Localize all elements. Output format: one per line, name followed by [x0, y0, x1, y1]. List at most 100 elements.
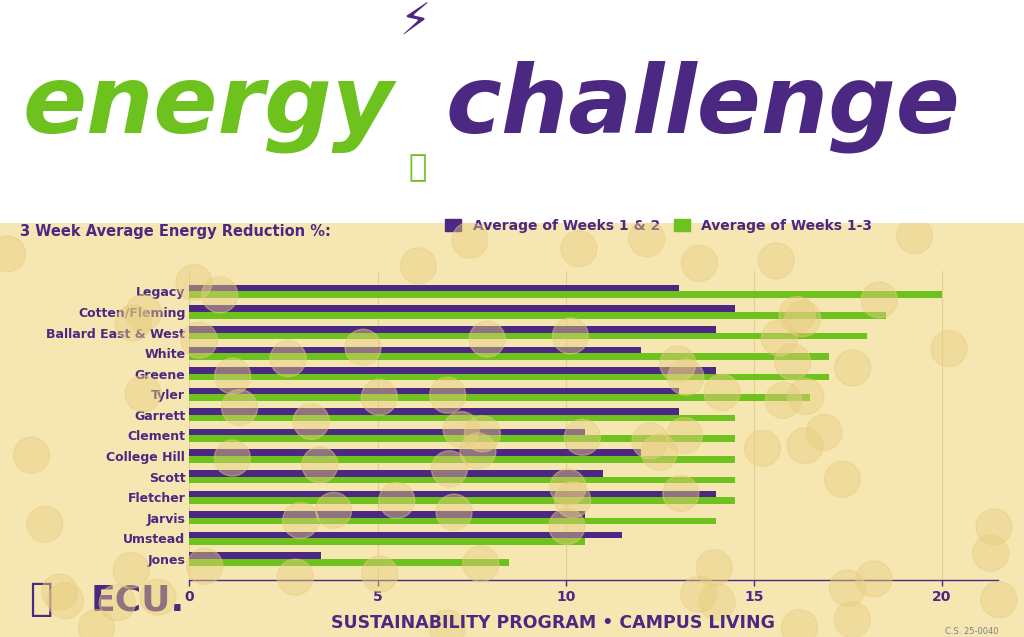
Circle shape — [436, 494, 472, 530]
Circle shape — [824, 461, 860, 497]
Bar — [189, 394, 810, 401]
Circle shape — [47, 583, 83, 619]
Circle shape — [759, 243, 795, 279]
Circle shape — [659, 346, 695, 382]
Bar — [189, 291, 942, 298]
Circle shape — [315, 492, 351, 528]
Circle shape — [430, 377, 466, 413]
Text: SUSTAINABILITY PROGRAM • CAMPUS LIVING: SUSTAINABILITY PROGRAM • CAMPUS LIVING — [331, 614, 775, 632]
Bar — [189, 333, 866, 339]
Circle shape — [835, 602, 870, 637]
Bar — [189, 429, 585, 436]
Bar — [189, 285, 679, 291]
Bar — [189, 367, 716, 374]
Bar — [189, 512, 585, 518]
Circle shape — [552, 318, 589, 354]
Text: ECU.: ECU. — [90, 583, 184, 617]
Circle shape — [214, 440, 250, 476]
Circle shape — [549, 508, 585, 545]
Circle shape — [115, 305, 151, 341]
Circle shape — [787, 378, 824, 415]
Circle shape — [632, 423, 668, 459]
Circle shape — [13, 437, 49, 473]
Circle shape — [125, 295, 161, 331]
Circle shape — [897, 218, 933, 254]
Circle shape — [99, 585, 135, 620]
Circle shape — [699, 584, 735, 620]
Circle shape — [765, 382, 802, 419]
Bar — [189, 305, 735, 312]
Text: ⛪: ⛪ — [30, 580, 52, 618]
Circle shape — [555, 482, 591, 518]
Bar — [189, 490, 716, 497]
Circle shape — [181, 322, 217, 358]
Circle shape — [361, 556, 397, 592]
Circle shape — [221, 390, 258, 426]
Circle shape — [293, 403, 330, 440]
Circle shape — [465, 416, 501, 452]
Text: energy: energy — [23, 61, 394, 153]
Bar — [189, 518, 716, 524]
Circle shape — [278, 559, 313, 595]
Bar — [189, 312, 886, 318]
Circle shape — [681, 576, 717, 612]
Bar — [189, 532, 623, 538]
Circle shape — [668, 359, 703, 396]
Circle shape — [861, 282, 897, 318]
Circle shape — [283, 503, 318, 538]
Circle shape — [856, 561, 892, 597]
Bar — [189, 415, 735, 422]
Bar — [189, 408, 679, 415]
Text: challenge: challenge — [445, 61, 961, 154]
Circle shape — [379, 482, 415, 519]
Circle shape — [667, 417, 702, 454]
Circle shape — [176, 264, 212, 300]
Bar — [189, 347, 641, 353]
Circle shape — [641, 434, 677, 470]
Bar — [189, 388, 679, 394]
Circle shape — [784, 301, 820, 337]
Circle shape — [443, 412, 479, 448]
Circle shape — [215, 358, 251, 394]
Circle shape — [931, 331, 967, 367]
Circle shape — [79, 610, 115, 637]
Circle shape — [550, 469, 586, 505]
Circle shape — [973, 535, 1009, 571]
Legend: Average of Weeks 1 & 2, Average of Weeks 1-3: Average of Weeks 1 & 2, Average of Weeks… — [444, 219, 872, 233]
Circle shape — [564, 419, 600, 455]
Circle shape — [779, 297, 815, 333]
Circle shape — [629, 221, 665, 257]
Circle shape — [976, 509, 1012, 545]
Circle shape — [829, 570, 865, 606]
Bar — [189, 470, 603, 476]
Circle shape — [302, 447, 338, 483]
Circle shape — [140, 579, 176, 615]
Circle shape — [345, 329, 381, 365]
Circle shape — [114, 552, 150, 588]
Circle shape — [786, 428, 823, 464]
Circle shape — [981, 582, 1017, 618]
Bar — [189, 374, 829, 380]
Circle shape — [361, 379, 397, 415]
Circle shape — [400, 248, 436, 284]
Bar — [189, 436, 735, 442]
Text: ⚡: ⚡ — [399, 1, 430, 44]
Bar — [189, 456, 735, 462]
Text: 🌱: 🌱 — [409, 153, 427, 182]
Bar — [189, 450, 641, 456]
Circle shape — [663, 475, 698, 512]
Circle shape — [460, 433, 496, 469]
Circle shape — [202, 277, 238, 313]
Bar — [189, 353, 829, 360]
Circle shape — [0, 236, 26, 272]
Circle shape — [431, 451, 467, 487]
Circle shape — [270, 341, 306, 376]
Bar — [189, 497, 735, 504]
Circle shape — [561, 231, 597, 267]
Circle shape — [762, 320, 798, 356]
Circle shape — [125, 376, 161, 412]
Bar — [189, 326, 716, 333]
Circle shape — [469, 321, 505, 357]
Bar — [189, 559, 509, 566]
Circle shape — [835, 350, 870, 386]
